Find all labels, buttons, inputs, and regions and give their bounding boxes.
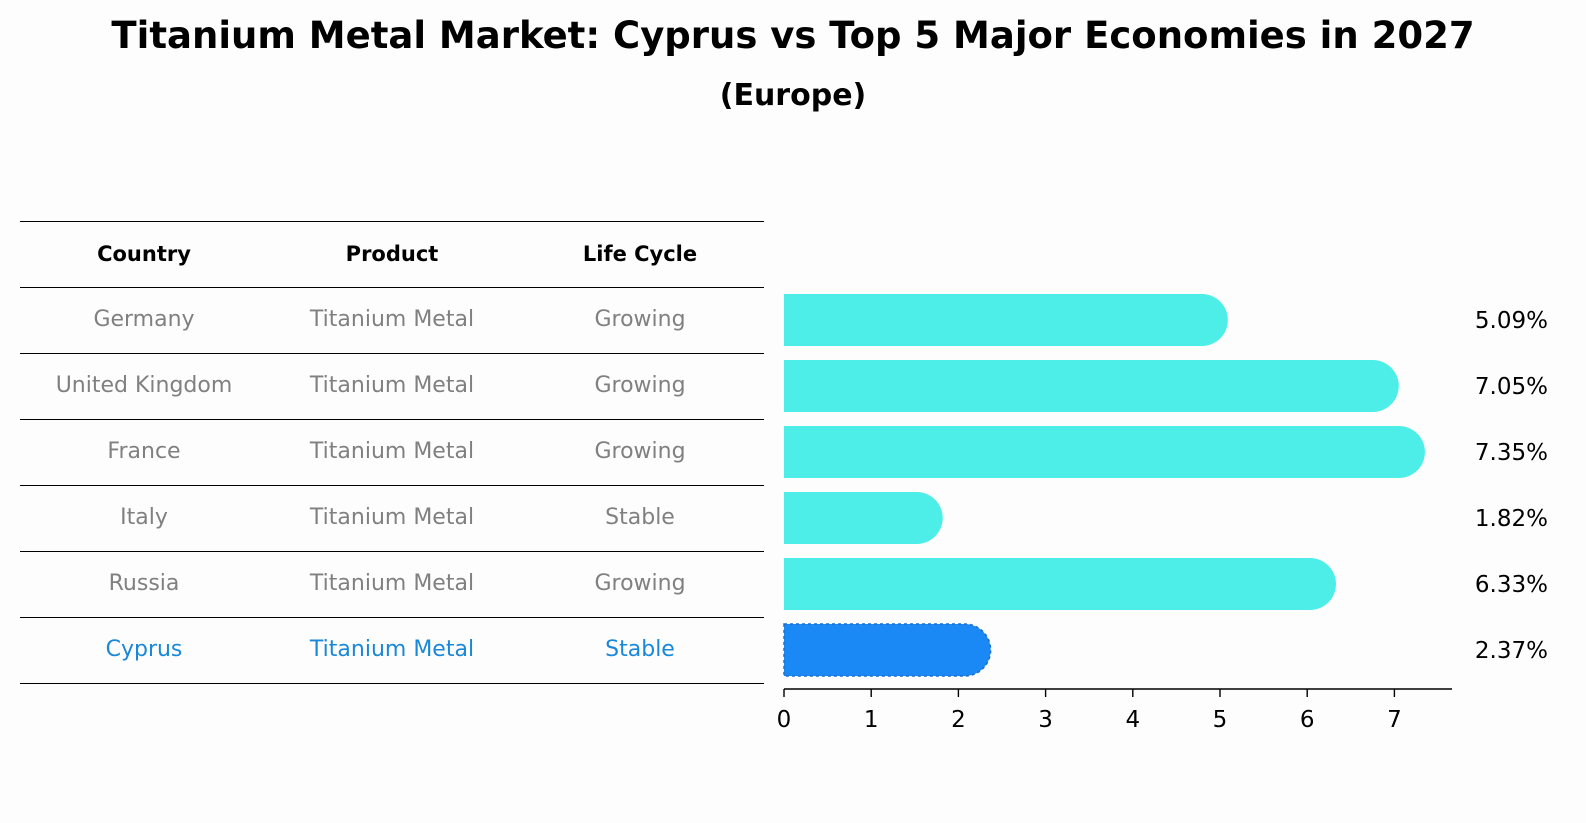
- country-cell: France: [107, 439, 181, 464]
- table-row-highlight: Cyprus Titanium Metal Stable: [20, 617, 764, 683]
- x-tick-label: 5: [1213, 707, 1228, 733]
- bar-value-label: 7.05%: [1475, 374, 1548, 400]
- product-cell: Titanium Metal: [309, 637, 475, 662]
- product-cell: Titanium Metal: [309, 439, 475, 464]
- table-rule: [20, 287, 764, 288]
- x-tick-label: 4: [1125, 707, 1140, 733]
- bar: [784, 492, 943, 544]
- x-tick-label: 1: [864, 707, 879, 733]
- table-rule: [20, 485, 764, 486]
- table-rule: [20, 221, 764, 222]
- table-rule: [20, 617, 764, 618]
- product-cell: Titanium Metal: [309, 307, 475, 332]
- life-cycle-cell: Stable: [605, 505, 675, 530]
- bar-value-label: 1.82%: [1475, 506, 1548, 532]
- chart-subtitle: (Europe): [719, 78, 867, 113]
- product-cell: Titanium Metal: [309, 373, 475, 398]
- bar: [784, 294, 1228, 346]
- country-cell: United Kingdom: [55, 373, 233, 398]
- bar: [784, 360, 1399, 412]
- product-cell: Titanium Metal: [309, 571, 475, 596]
- life-cycle-cell: Growing: [594, 439, 686, 464]
- country-cell: Cyprus: [105, 637, 183, 662]
- table-row: Russia Titanium Metal Growing: [20, 551, 764, 617]
- table-header-row: Country Product Life Cycle: [20, 221, 764, 287]
- header-life-cycle: Life Cycle: [582, 242, 698, 266]
- x-tick-label: 6: [1300, 707, 1315, 733]
- country-cell: Russia: [108, 571, 180, 596]
- table-row: Germany Titanium Metal Growing: [20, 287, 764, 353]
- table-rule: [20, 683, 764, 684]
- bar-value-label: 7.35%: [1475, 440, 1548, 466]
- bar-value-label: 6.33%: [1475, 572, 1548, 598]
- table-rule: [20, 419, 764, 420]
- table-row: Italy Titanium Metal Stable: [20, 485, 764, 551]
- bar: [784, 558, 1336, 610]
- bar: [784, 426, 1425, 478]
- x-tick-label: 3: [1038, 707, 1053, 733]
- x-tick-label: 0: [777, 707, 792, 733]
- life-cycle-cell: Growing: [594, 307, 686, 332]
- bar-value-label: 5.09%: [1475, 308, 1548, 334]
- life-cycle-cell: Growing: [594, 373, 686, 398]
- header-country: Country: [97, 242, 191, 266]
- table-rule: [20, 551, 764, 552]
- bar-highlight: [783, 623, 992, 677]
- country-cell: Germany: [93, 307, 195, 332]
- table-row: France Titanium Metal Growing: [20, 419, 764, 485]
- table-rule: [20, 353, 764, 354]
- x-tick-label: 7: [1387, 707, 1402, 733]
- chart-title: Titanium Metal Market: Cyprus vs Top 5 M…: [111, 14, 1475, 57]
- life-cycle-cell: Growing: [594, 571, 686, 596]
- life-cycle-cell: Stable: [605, 637, 675, 662]
- table-row: United Kingdom Titanium Metal Growing: [20, 353, 764, 419]
- x-tick-label: 2: [951, 707, 966, 733]
- bar-value-label: 2.37%: [1475, 638, 1548, 664]
- product-cell: Titanium Metal: [309, 505, 475, 530]
- country-cell: Italy: [120, 505, 168, 530]
- header-product: Product: [345, 242, 439, 266]
